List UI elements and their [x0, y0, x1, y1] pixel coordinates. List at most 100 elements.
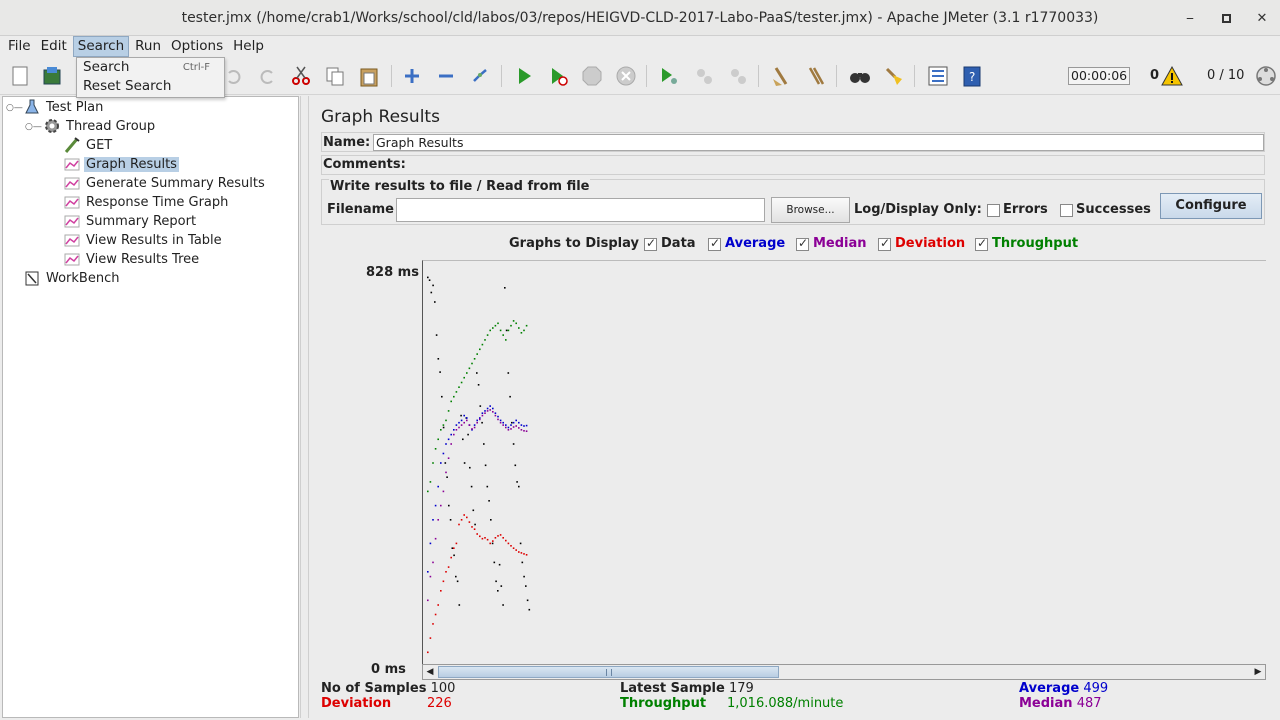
toggle-icon[interactable] [466, 62, 494, 90]
data-point [486, 538, 489, 541]
data-point [463, 421, 465, 424]
throughput-checkbox[interactable] [975, 236, 988, 251]
tree-node-test-plan[interactable]: Test Plan [23, 98, 105, 116]
minimize-icon[interactable]: ⎯ [1186, 10, 1194, 26]
remote-start-icon[interactable] [655, 62, 683, 90]
tree-node-view-results-tree[interactable]: View Results Tree [63, 250, 201, 268]
split-pane-divider[interactable] [300, 96, 309, 718]
menu-help[interactable]: Help [233, 38, 264, 54]
help-icon[interactable]: ? [958, 62, 986, 90]
start-icon[interactable] [510, 62, 538, 90]
shutdown-icon[interactable] [612, 62, 640, 90]
scroll-left-icon[interactable]: ◀ [426, 667, 434, 677]
expand-toggle-icon[interactable]: ○— [6, 103, 23, 113]
data-point [511, 421, 513, 424]
redo-icon[interactable] [253, 62, 281, 90]
stop-icon[interactable] [578, 62, 606, 90]
data-point [458, 604, 461, 606]
average-checkbox[interactable] [708, 236, 721, 251]
data-point [458, 426, 460, 429]
menu-edit[interactable]: Edit [40, 38, 67, 54]
data-point [502, 424, 504, 426]
search-icon[interactable] [846, 62, 874, 90]
tree-node-graph-results[interactable]: Graph Results [63, 155, 179, 173]
data-checkbox[interactable] [644, 236, 657, 251]
horizontal-scrollbar[interactable]: ◀ ▶ [422, 664, 1266, 680]
window-titlebar: tester.jmx (/home/crab1/Works/school/cld… [0, 0, 1280, 36]
menu-item-reset-search[interactable]: Reset Search [77, 77, 224, 96]
data-point [502, 421, 504, 424]
collapse-icon[interactable] [432, 62, 460, 90]
errors-checkbox[interactable] [987, 204, 1000, 217]
data-point [445, 571, 447, 573]
data-point [499, 329, 502, 332]
templates-icon[interactable] [38, 62, 66, 90]
data-point [495, 580, 497, 583]
menu-item-label: Reset Search [83, 78, 172, 94]
remote-stop-icon[interactable] [690, 62, 718, 90]
close-icon[interactable]: ✕ [1256, 10, 1268, 26]
data-point [476, 533, 478, 535]
menu-search[interactable]: Search [72, 36, 130, 57]
tree-node-generate-summary-results[interactable]: Generate Summary Results [63, 174, 267, 192]
configure-button[interactable]: Configure [1160, 193, 1262, 219]
cut-icon[interactable] [287, 62, 315, 90]
data-point [502, 604, 504, 606]
data-point [445, 419, 447, 422]
svg-text:?: ? [969, 70, 975, 84]
menu-options[interactable]: Options [171, 38, 224, 54]
data-point [525, 424, 528, 427]
tree-node-get[interactable]: GET [63, 136, 114, 154]
successes-checkbox[interactable] [1060, 204, 1073, 217]
remote-shutdown-icon[interactable] [724, 62, 752, 90]
tree-node-thread-group[interactable]: Thread Group [43, 117, 157, 135]
data-point [472, 509, 475, 512]
menu-file[interactable]: File [8, 38, 31, 54]
tree-node-response-time-graph[interactable]: Response Time Graph [63, 193, 230, 211]
file-section: Write results to file / Read from file F… [321, 179, 1265, 225]
menubar: File Edit Search Run Options Help [0, 36, 1280, 57]
median-checkbox[interactable] [796, 236, 809, 251]
deviation-checkbox[interactable] [878, 236, 891, 251]
comments-row[interactable]: Comments: [321, 155, 1265, 175]
data-point [458, 386, 460, 388]
warning-icon[interactable] [1158, 62, 1186, 90]
data-point [492, 327, 494, 329]
listener-icon [63, 231, 81, 249]
data-point [505, 329, 508, 332]
expand-icon[interactable] [398, 62, 426, 90]
maximize-icon[interactable] [1208, 0, 1244, 36]
tree-node-label: Thread Group [66, 118, 156, 134]
data-point [440, 429, 442, 431]
paste-icon[interactable] [355, 62, 383, 90]
filename-input[interactable] [396, 198, 765, 222]
data-point [466, 419, 468, 422]
tree-node-label: View Results Tree [86, 251, 200, 267]
menu-run[interactable]: Run [135, 38, 162, 54]
scroll-right-icon[interactable]: ▶ [1254, 667, 1262, 677]
start-no-pause-icon[interactable] [544, 62, 572, 90]
tree-node-summary-report[interactable]: Summary Report [63, 212, 198, 230]
listener-icon [63, 174, 81, 192]
global-icon[interactable] [1252, 62, 1280, 90]
data-point [484, 339, 486, 341]
tree-node-workbench[interactable]: WorkBench [23, 269, 121, 287]
expand-toggle-icon[interactable]: ○— [25, 122, 42, 132]
function-helper-icon[interactable] [924, 62, 952, 90]
tree-node-view-results-in-table[interactable]: View Results in Table [63, 231, 224, 249]
browse-button[interactable]: Browse... [771, 197, 850, 223]
reset-search-icon[interactable] [880, 62, 908, 90]
data-point [484, 537, 486, 539]
log-display-label: Log/Display Only: [854, 202, 982, 217]
name-label: Name: [323, 134, 371, 150]
new-icon[interactable] [6, 62, 34, 90]
clear-all-icon[interactable] [802, 62, 830, 90]
scrollbar-thumb[interactable] [438, 666, 779, 678]
menu-item-search[interactable]: Search Ctrl-F [77, 58, 224, 77]
sampler-icon [63, 136, 81, 154]
undo-icon[interactable] [220, 62, 248, 90]
clear-icon[interactable] [767, 62, 795, 90]
copy-icon[interactable] [321, 62, 349, 90]
name-field[interactable]: Graph Results [373, 134, 1264, 151]
data-point [447, 410, 450, 412]
